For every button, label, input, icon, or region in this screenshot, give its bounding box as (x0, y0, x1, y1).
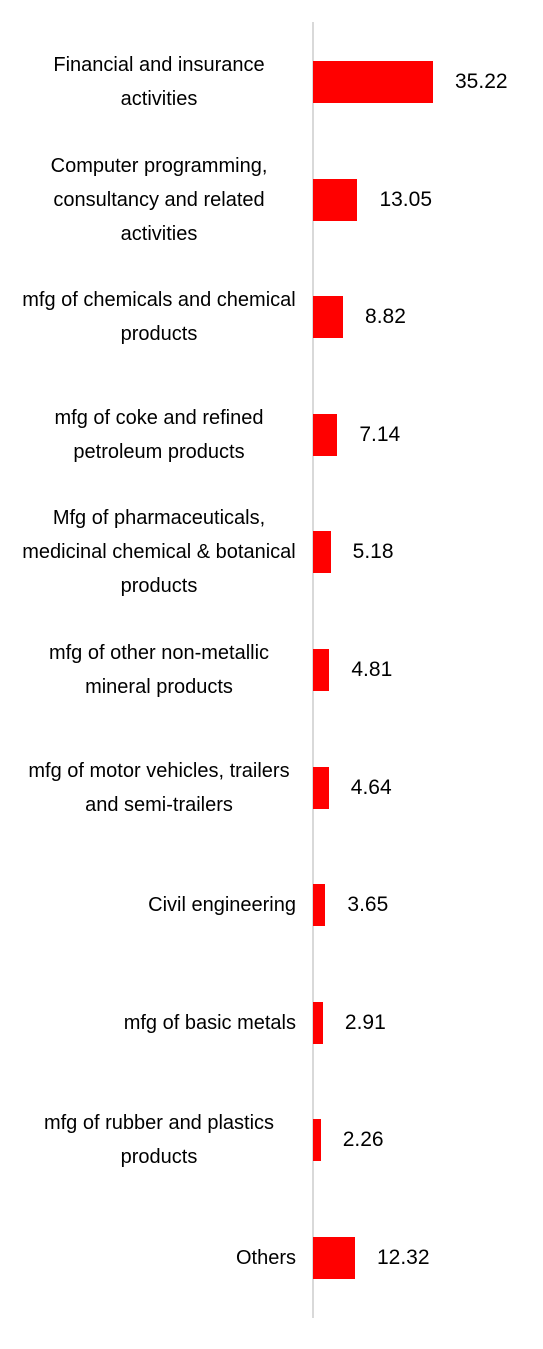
category-label-box: mfg of chemicals and chemical products (22, 262, 296, 372)
category-label: Computer programming, consultancy and re… (50, 154, 268, 245)
bar (313, 1237, 355, 1279)
category-label: mfg of rubber and plastics products (43, 1112, 275, 1169)
value-label: 2.91 (344, 1010, 386, 1034)
category-label-box: Civil engineering (148, 850, 296, 960)
bar (313, 531, 331, 574)
value-label: 4.64 (350, 775, 392, 799)
value-label: 13.05 (379, 187, 433, 211)
category-label-box: Computer programming, consultancy and re… (22, 145, 296, 255)
value-label: 35.22 (455, 70, 508, 93)
category-label: mfg of coke and refined petroleum produc… (54, 406, 264, 463)
value-label: 5.18 (352, 540, 394, 564)
value-label: 4.81 (351, 658, 393, 681)
category-label-box: Others (236, 1203, 296, 1313)
value-label: 3.65 (347, 893, 389, 917)
value-label: 7.14 (359, 422, 401, 446)
value-label: 2.26 (342, 1128, 384, 1152)
category-label-box: mfg of basic metals (124, 968, 296, 1078)
category-label-box: Financial and insurance activities (22, 27, 296, 137)
category-label-box: mfg of coke and refined petroleum produc… (22, 380, 296, 490)
category-label-box: mfg of rubber and plastics products (22, 1085, 296, 1195)
bar (313, 61, 433, 103)
bar (313, 178, 358, 221)
bar (313, 766, 329, 809)
category-label: mfg of other non-metallic mineral produc… (48, 642, 270, 698)
category-label: Others (235, 1247, 296, 1269)
category-label-box: mfg of motor vehicles, trailers and semi… (22, 733, 296, 843)
category-label: mfg of motor vehicles, trailers and semi… (28, 759, 290, 816)
category-label: Financial and insurance activities (53, 54, 265, 110)
category-label: mfg of chemicals and chemical products (22, 289, 296, 346)
bar (313, 296, 344, 339)
bar (313, 413, 338, 456)
category-label-box: mfg of other non-metallic mineral produc… (22, 615, 296, 725)
category-label-box: Mfg of pharmaceuticals, medicinal chemic… (22, 497, 296, 607)
bar (313, 1119, 321, 1162)
bar (313, 649, 330, 691)
category-label: Civil engineering (148, 894, 296, 917)
bar (313, 884, 326, 927)
value-label: 12.32 (376, 1246, 430, 1269)
category-label: Mfg of pharmaceuticals, medicinal chemic… (22, 507, 296, 598)
bar (313, 1001, 323, 1044)
value-label: 8.82 (365, 305, 406, 329)
category-label: mfg of basic metals (123, 1011, 296, 1034)
